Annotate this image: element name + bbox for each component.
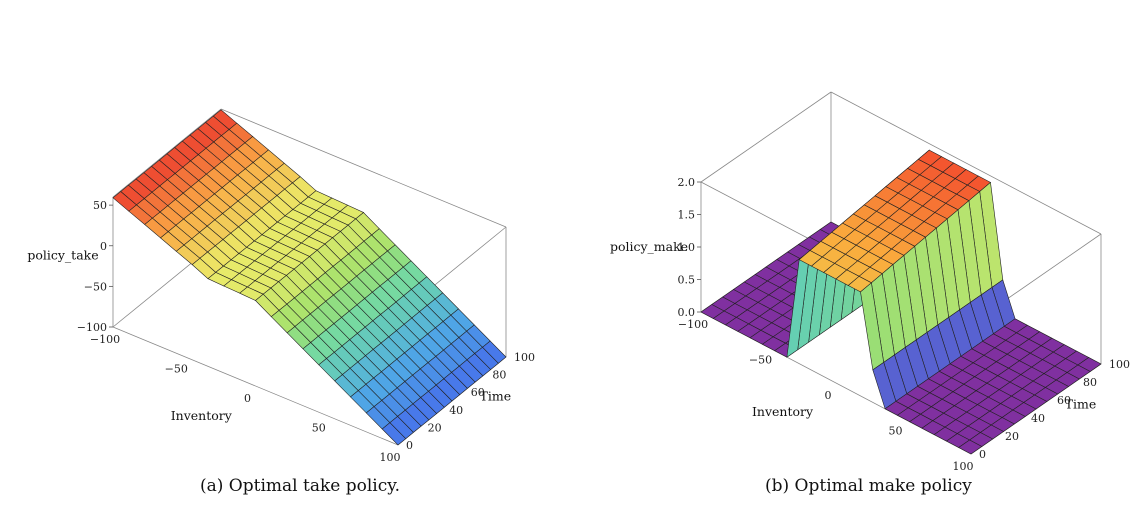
y-axis-label: Time bbox=[480, 389, 512, 404]
y-axis-ticks: 0 20 40 60 80 100 bbox=[406, 351, 535, 452]
x-axis-ticks: −100 −50 0 50 100 bbox=[90, 333, 401, 464]
z-axis-ticks: 2.0 1.5 1.0 0.5 0.0 bbox=[678, 176, 701, 319]
make-surface bbox=[700, 149, 1102, 455]
y-tick-label: 80 bbox=[1083, 376, 1097, 389]
y-tick-label: 80 bbox=[492, 369, 506, 382]
y-tick-label: 0 bbox=[406, 439, 413, 452]
y-tick-label: 20 bbox=[1005, 430, 1019, 443]
x-tick-label: 100 bbox=[953, 460, 974, 470]
x-tick-label: −50 bbox=[749, 354, 772, 367]
x-tick-label: 50 bbox=[889, 425, 903, 438]
x-tick-label: −100 bbox=[90, 333, 120, 346]
y-tick-label: 40 bbox=[449, 404, 463, 417]
z-tick-label: 50 bbox=[93, 199, 107, 212]
y-tick-label: 100 bbox=[514, 351, 535, 364]
z-tick-label: 1.5 bbox=[678, 209, 696, 222]
y-tick-label: 0 bbox=[979, 448, 986, 461]
y-tick-label: 40 bbox=[1031, 412, 1045, 425]
z-tick-label: 1.0 bbox=[678, 241, 696, 254]
y-tick-label: 100 bbox=[1109, 358, 1130, 371]
x-axis-label: Inventory bbox=[752, 404, 814, 419]
z-tick-label: −100 bbox=[77, 321, 107, 334]
y-tick-label: 20 bbox=[428, 421, 442, 434]
panel-make-policy: 2.0 1.5 1.0 0.5 0.0 −100 −50 0 50 100 0 20 40 60 80 100… bbox=[570, 0, 1141, 527]
x-axis-label: Inventory bbox=[171, 408, 233, 423]
x-tick-label: 0 bbox=[244, 392, 251, 405]
x-axis-ticks: −100 −50 0 50 100 bbox=[678, 318, 974, 470]
y-axis-label: Time bbox=[1065, 397, 1097, 412]
z-tick-label: 0.0 bbox=[678, 306, 696, 319]
caption-make-policy: (b) Optimal make policy bbox=[765, 476, 972, 496]
y-tick-label: 60 bbox=[1057, 394, 1071, 407]
z-axis-label: policy_take bbox=[27, 248, 98, 263]
make-policy-surface-plot: 2.0 1.5 1.0 0.5 0.0−100 −50 0 50 100 0 20 40 60 80 100… bbox=[610, 91, 1130, 470]
x-tick-label: −50 bbox=[165, 363, 188, 376]
z-tick-label: 2.0 bbox=[678, 176, 696, 189]
z-tick-label: 0 bbox=[100, 240, 107, 253]
z-axis-ticks: 50 0 −50 −100 bbox=[77, 199, 113, 334]
take-policy-surface-plot: 50 0 −50 −100−100 −50 0 50 100 0 20 40 60 80 100 polic… bbox=[27, 108, 535, 464]
x-tick-label: 100 bbox=[380, 451, 401, 464]
z-axis-label: policy_make bbox=[610, 239, 688, 254]
caption-take-policy: (a) Optimal take policy. bbox=[200, 476, 400, 496]
y-tick-label: 60 bbox=[471, 386, 485, 399]
x-tick-label: 50 bbox=[312, 422, 326, 435]
panel-take-policy: 50 0 −50 −100 −100 −50 0 50 100 0 20 40 60 80 100 polic… bbox=[0, 0, 570, 527]
z-tick-label: −50 bbox=[84, 280, 107, 293]
take-surface bbox=[112, 109, 507, 446]
y-axis-ticks: 0 20 40 60 80 100 bbox=[979, 358, 1130, 461]
surface-cell bbox=[958, 439, 983, 455]
surface-cell bbox=[381, 422, 407, 446]
x-tick-label: 0 bbox=[825, 389, 832, 402]
x-tick-label: −100 bbox=[678, 318, 708, 331]
z-tick-label: 0.5 bbox=[678, 274, 696, 287]
